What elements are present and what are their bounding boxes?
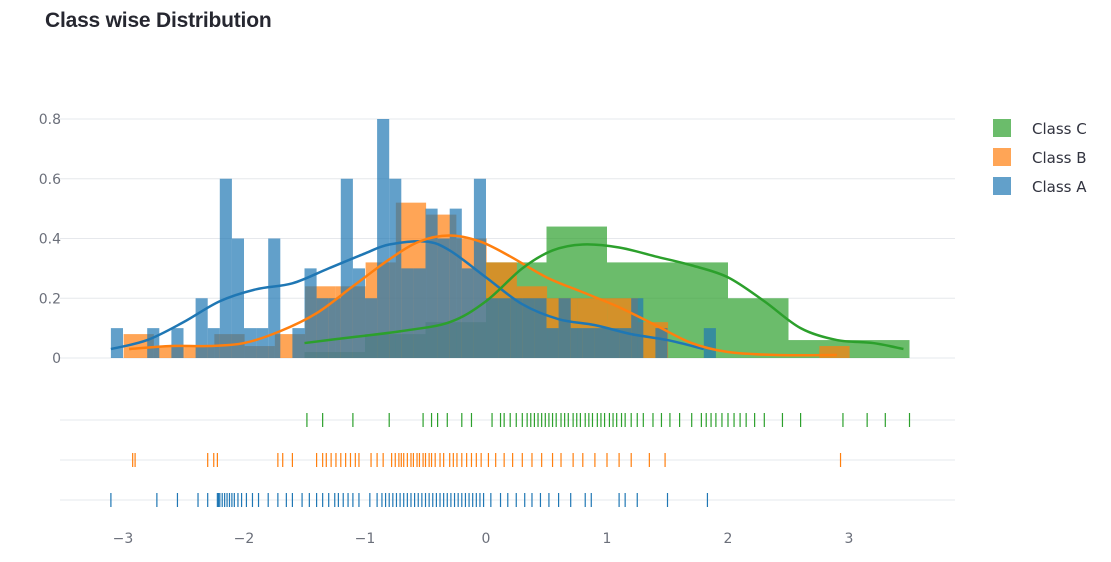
y-tick-label: 0.4 — [39, 232, 61, 248]
chart-title: Class wise Distribution — [45, 9, 272, 32]
histogram-bar — [365, 298, 378, 358]
histogram-bar — [207, 328, 220, 358]
rug-plots — [110, 413, 911, 507]
histogram-bar — [607, 328, 620, 358]
histogram-bar — [486, 298, 499, 358]
histogram-bar — [728, 298, 789, 358]
kde-curves — [110, 234, 904, 357]
histogram-bar — [703, 328, 716, 358]
histogram-bar — [473, 178, 486, 358]
x-tick-label: −3 — [113, 531, 134, 547]
histogram-bar — [340, 178, 353, 358]
histogram-bar — [849, 340, 910, 358]
legend-item-label: Class A — [1032, 178, 1087, 196]
histogram-bar — [449, 208, 462, 358]
histogram-bar — [316, 298, 329, 358]
histogram-bar — [498, 298, 511, 358]
legend[interactable]: Class C Class B Class A — [993, 119, 1087, 196]
histogram-bar — [389, 178, 402, 358]
histogram-bar — [110, 328, 123, 358]
y-tick-label: 0.2 — [39, 291, 61, 307]
histogram-bar — [413, 268, 426, 358]
y-tick-label: 0.8 — [39, 112, 61, 128]
histogram-bar — [328, 298, 341, 358]
x-tick-label: −1 — [355, 531, 376, 547]
histogram-bar — [437, 238, 450, 358]
legend-swatch — [993, 148, 1011, 166]
histogram-bar — [377, 119, 390, 358]
histogram-bar — [268, 238, 281, 358]
x-tick-label: 1 — [603, 531, 612, 547]
histogram-bar — [558, 298, 571, 358]
histogram-bar — [819, 346, 850, 358]
histogram-bar — [594, 328, 607, 358]
legend-swatch — [993, 177, 1011, 195]
legend-item-label: Class C — [1032, 120, 1087, 138]
histogram-bar — [534, 298, 547, 358]
x-tick-label: 3 — [845, 531, 854, 547]
kde-curve — [128, 234, 837, 357]
x-tick-label: 0 — [482, 531, 491, 547]
histogram-bar — [631, 298, 644, 358]
histogram-bar — [619, 328, 632, 358]
histogram-bar — [401, 268, 414, 358]
histogram-bar — [425, 208, 438, 358]
histogram-bar — [655, 328, 668, 358]
x-tick-label: 2 — [724, 531, 733, 547]
histogram-bar — [153, 346, 185, 358]
kde-curve — [110, 239, 705, 351]
histogram-bar — [667, 262, 728, 358]
histogram-bar — [219, 178, 232, 358]
y-tick-label: 0 — [52, 351, 61, 367]
kde-curve — [304, 243, 904, 351]
legend-swatch — [993, 119, 1011, 137]
histogram-bar — [570, 328, 583, 358]
histogram-bar — [546, 328, 559, 358]
histogram-bar — [522, 298, 535, 358]
histogram-bar — [231, 238, 244, 358]
legend-item-label: Class B — [1032, 149, 1087, 167]
histogram-bar — [195, 298, 208, 358]
histogram-bar — [147, 328, 160, 358]
histogram-bar — [244, 328, 257, 358]
histogram-bar — [256, 328, 269, 358]
histogram-bar — [304, 268, 317, 358]
axis-labels: 0 0.2 0.4 0.6 0.8 −3 −2 −1 0 1 2 3 — [39, 112, 854, 547]
histogram-bar — [582, 328, 595, 358]
histogram-bar — [292, 328, 305, 358]
histogram-bar — [171, 328, 184, 358]
x-tick-label: −2 — [234, 531, 255, 547]
histogram-bar — [510, 298, 523, 358]
y-tick-label: 0.6 — [39, 172, 61, 188]
